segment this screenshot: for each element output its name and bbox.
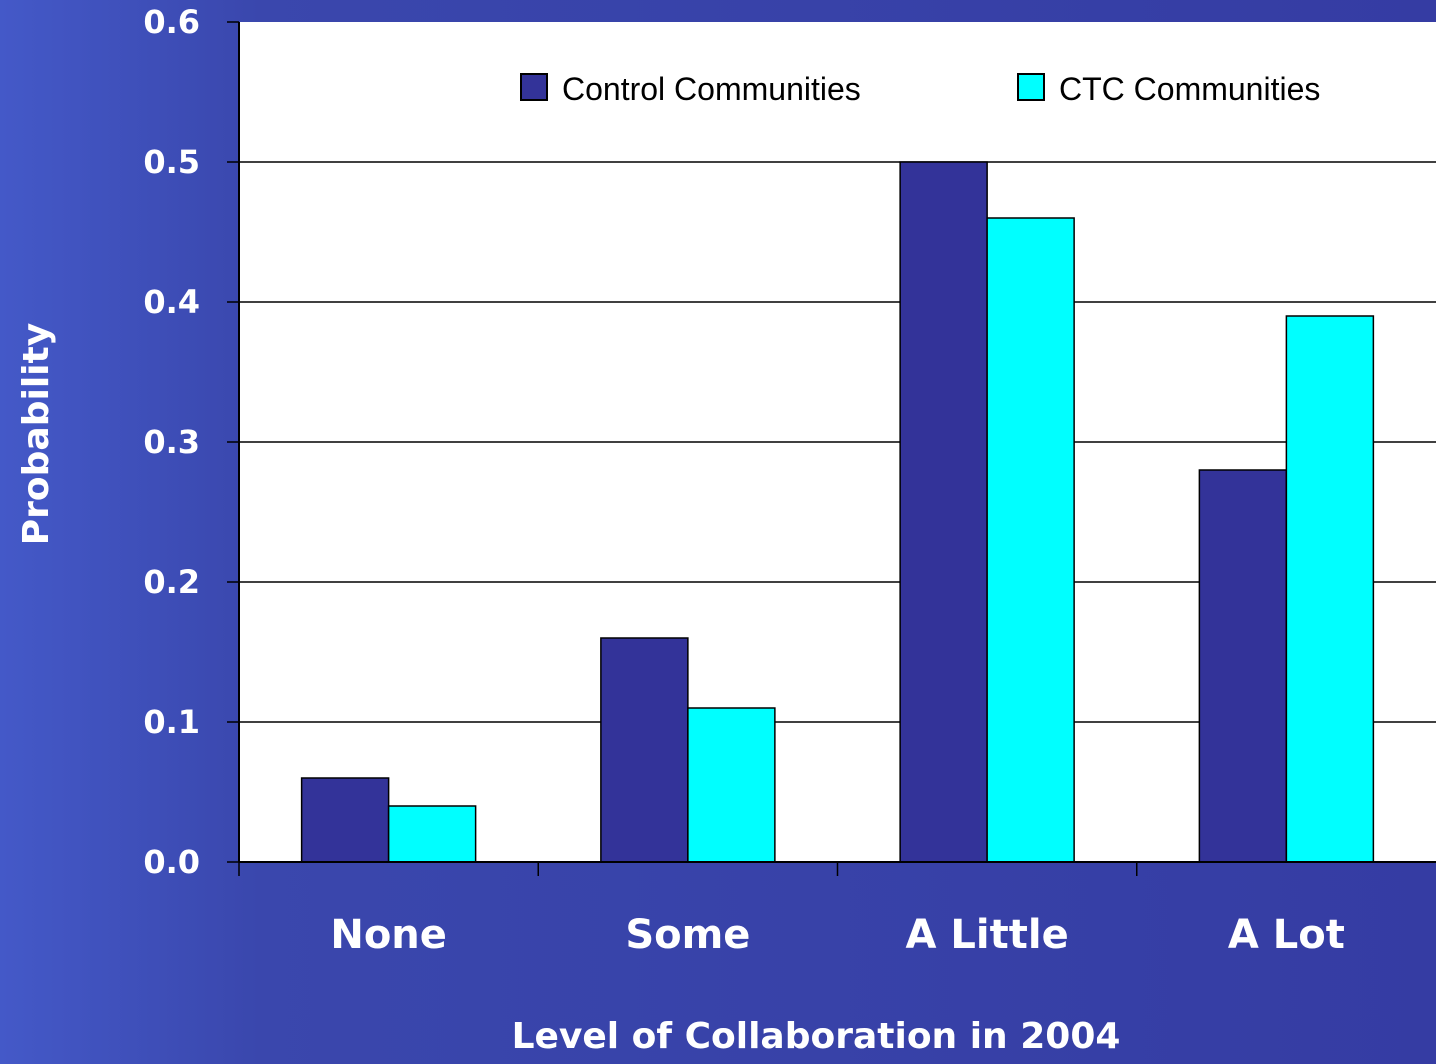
y-tick-label: 0.3 <box>143 423 200 461</box>
y-tick-labels: 0.0 0.1 0.2 0.3 0.4 0.5 0.6 <box>143 3 200 881</box>
x-category-label: Some <box>625 912 750 958</box>
y-tick-label: 0.6 <box>143 3 200 41</box>
bar-control-2 <box>899 161 988 863</box>
x-category-labels: None Some A Little A Lot <box>330 912 1345 958</box>
y-tick-label: 0.4 <box>143 283 200 321</box>
y-tick-label: 0.2 <box>143 563 200 601</box>
y-tick-label: 0.5 <box>143 143 200 181</box>
axes <box>227 21 1436 876</box>
x-category-label: None <box>330 912 447 958</box>
legend-label-ctc: CTC Communities <box>1059 71 1320 107</box>
legend-swatch-control <box>520 73 548 101</box>
bar-ctc-0 <box>387 805 477 863</box>
bar-ctc-1 <box>687 707 776 863</box>
bar-control-3 <box>1198 469 1288 863</box>
bar-control-1 <box>600 637 689 863</box>
y-tick-label: 0.1 <box>143 703 200 741</box>
x-category-label: A Little <box>906 912 1069 958</box>
x-category-label: A Lot <box>1228 912 1345 958</box>
legend-label-control: Control Communities <box>562 71 861 107</box>
bar-ctc-3 <box>1285 315 1375 863</box>
legend: Control Communities CTC Communities <box>520 71 1320 107</box>
bar-control-0 <box>300 777 390 863</box>
bars <box>300 161 1375 863</box>
legend-swatch-ctc <box>1017 73 1045 101</box>
y-axis-title: Probability <box>16 323 57 545</box>
y-tick-label: 0.0 <box>143 843 200 881</box>
bar-ctc-2 <box>986 217 1075 863</box>
x-axis-title: Level of Collaboration in 2004 <box>512 1016 1121 1057</box>
